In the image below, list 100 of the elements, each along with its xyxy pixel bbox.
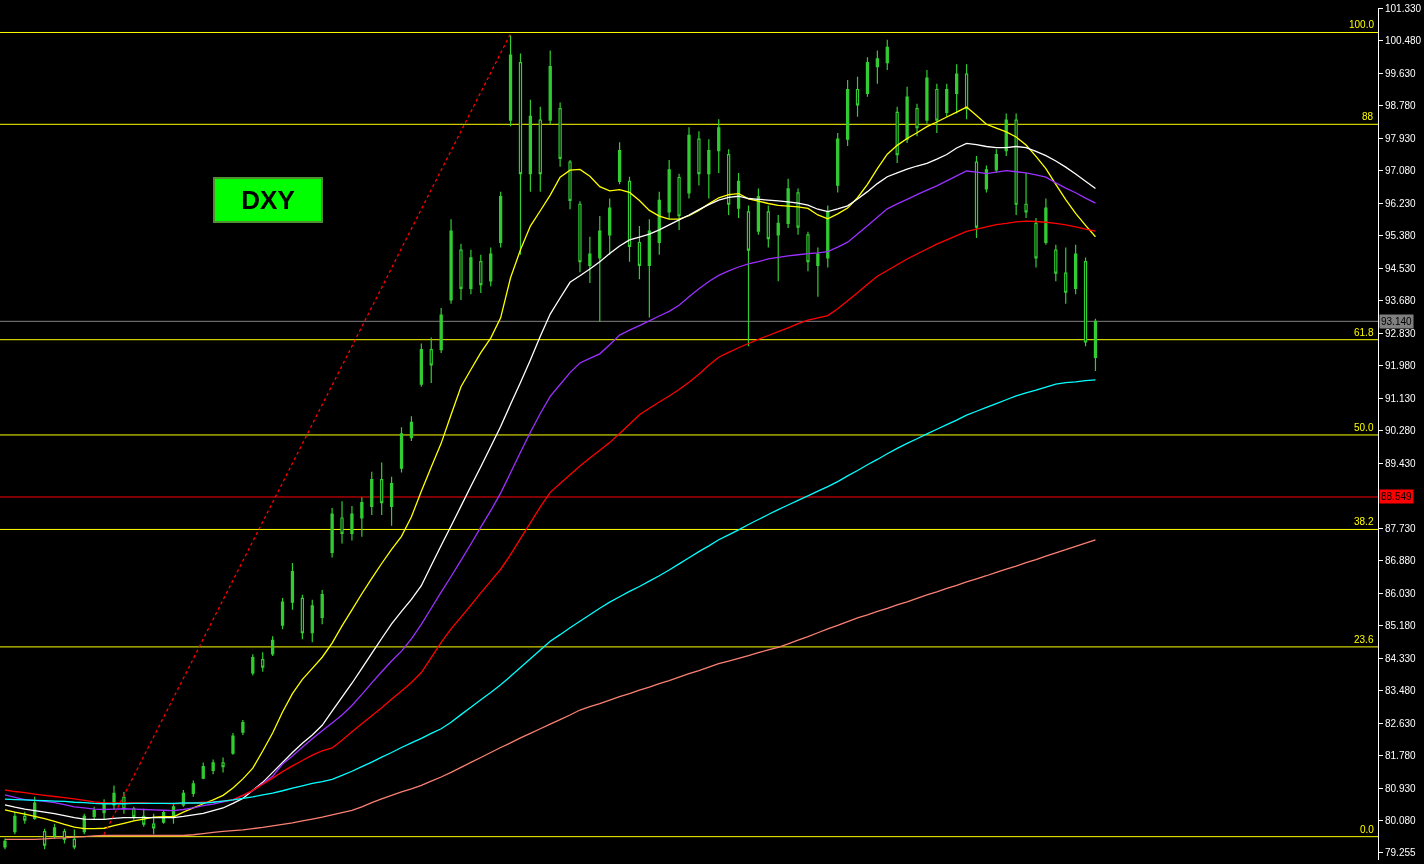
candlestick (558, 101, 562, 168)
candlestick (241, 719, 245, 736)
candlestick (370, 471, 374, 516)
candlestick (955, 63, 959, 115)
y-tick-label: 84.330 (1385, 652, 1417, 664)
candlestick (865, 56, 870, 98)
candlestick (994, 148, 998, 174)
y-tick-label: 90.280 (1385, 425, 1417, 437)
candlestick (261, 651, 265, 673)
candlestick (756, 187, 761, 236)
y-tick-label: 96.230 (1385, 197, 1417, 209)
candlestick (320, 589, 324, 625)
candlestick (251, 653, 255, 677)
candlestick (786, 178, 790, 229)
text: DXY (241, 185, 295, 215)
candlestick (62, 828, 67, 845)
candlestick (627, 176, 632, 263)
candlestick (429, 336, 433, 384)
y-tick-label: 81.780 (1385, 750, 1417, 762)
annotation: 100.0 (1349, 19, 1375, 30)
candlestick (290, 562, 295, 611)
candlestick (231, 732, 235, 756)
candlestick (132, 806, 136, 821)
candlestick (598, 215, 602, 323)
candlestick (845, 79, 850, 147)
candlestick (826, 204, 830, 268)
annotation: 61.8 (1354, 327, 1374, 338)
candlestick (409, 415, 414, 442)
candlestick (548, 49, 552, 125)
candlestick (449, 218, 453, 305)
candlestick (746, 204, 751, 347)
candlestick (1093, 318, 1098, 372)
candlestick (608, 197, 612, 256)
candlestick (152, 813, 156, 835)
line-series (4, 539, 1097, 840)
candlestick (1024, 172, 1028, 219)
y-tick-label: 86.880 (1385, 555, 1417, 567)
candlestick (300, 594, 305, 640)
candlestick (479, 254, 483, 294)
candlestick (1054, 244, 1058, 282)
candlestick (191, 779, 195, 798)
line-series (4, 379, 1097, 805)
candlestick (389, 476, 394, 527)
candlestick (221, 756, 225, 773)
candlestick (1064, 246, 1068, 305)
y-tick-label: 99.630 (1385, 67, 1417, 79)
candlestick (112, 784, 116, 811)
candlestick (568, 159, 572, 210)
candlestick (697, 130, 701, 187)
y-tick-label: 80.930 (1385, 782, 1417, 794)
candlestick (72, 828, 76, 850)
candlestick (419, 342, 423, 388)
y-tick-label: 93.680 (1385, 295, 1417, 307)
candlestick (330, 507, 334, 558)
candlestick (974, 155, 979, 239)
y-tick-label: 79.255 (1385, 847, 1417, 859)
candlestick (538, 106, 542, 193)
candlestick (945, 83, 949, 118)
candlestick (439, 307, 443, 354)
ref-line-label: 93.140 (1381, 316, 1413, 327)
y-tick-label: 101.330 (1385, 2, 1422, 14)
candlestick (766, 204, 770, 249)
candlestick (935, 83, 939, 134)
candlestick (1073, 244, 1078, 295)
y-tick-label: 87.730 (1385, 522, 1417, 534)
annotation: 88 (1362, 111, 1374, 122)
candlestick (340, 500, 344, 545)
y-tick-label: 100.480 (1385, 35, 1422, 47)
y-tick-label: 98.780 (1385, 100, 1417, 112)
candlestick (637, 225, 642, 280)
candlestick (201, 761, 205, 780)
candlestick (1044, 197, 1048, 246)
y-tick-label: 83.480 (1385, 685, 1417, 697)
candlestick (816, 246, 820, 298)
candlestick (806, 231, 810, 272)
candlestick (310, 599, 314, 643)
candlestick (617, 141, 622, 185)
annotation: 50.0 (1354, 422, 1374, 433)
candlestick (469, 249, 473, 295)
candlestick (875, 49, 879, 85)
annotation: 23.6 (1354, 634, 1374, 645)
y-tick-label: 97.930 (1385, 132, 1417, 144)
y-tick-label: 94.530 (1385, 262, 1417, 274)
candlestick (518, 52, 523, 256)
candlestick (776, 214, 780, 282)
y-tick-label: 86.030 (1385, 587, 1417, 599)
candlestick (380, 461, 384, 516)
candlestick (1034, 217, 1038, 268)
candlestick (588, 236, 592, 284)
candlestick (727, 148, 731, 216)
candlestick (23, 811, 27, 825)
candlestick (964, 63, 969, 120)
candlestick (855, 76, 860, 118)
candlestick (92, 806, 96, 821)
candlestick (905, 86, 909, 144)
candlestick (707, 138, 711, 200)
candlestick (687, 126, 691, 200)
candlestick (677, 173, 681, 231)
candlestick (350, 505, 354, 542)
ref-line-label: 88.549 (1381, 491, 1413, 502)
